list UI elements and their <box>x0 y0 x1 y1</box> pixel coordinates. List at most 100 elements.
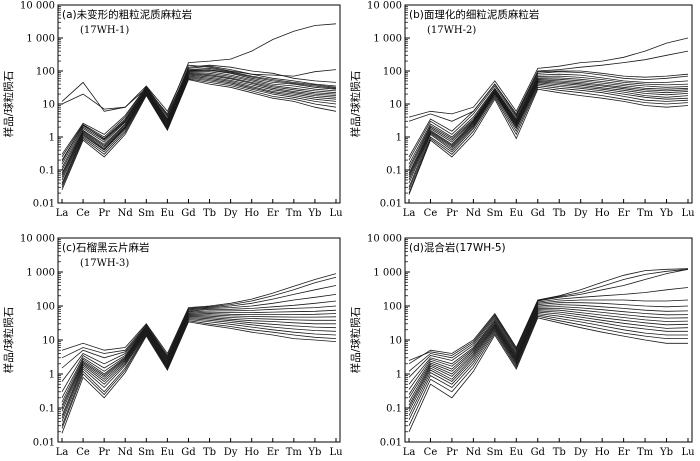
x-tick-label: Nd <box>118 447 134 458</box>
x-tick-label: La <box>56 208 69 219</box>
x-tick-label: Eu <box>509 447 523 458</box>
series-line-16 <box>61 321 337 434</box>
series-line-6 <box>408 304 689 395</box>
x-tick-label: Er <box>267 208 279 219</box>
series-line-3 <box>61 285 337 369</box>
x-tick-label: Yb <box>659 447 673 458</box>
series-line-14 <box>408 315 688 426</box>
x-tick-label: Ce <box>424 208 438 219</box>
series-line-15 <box>61 320 337 429</box>
x-tick-label: Tb <box>553 208 566 219</box>
panel-subtitle: (17WH-1) <box>80 25 129 36</box>
x-tick-label: Lu <box>681 447 695 458</box>
x-tick-label: Sm <box>138 447 155 458</box>
y-tick-label: 0.01 <box>380 438 402 449</box>
y-tick-label: 1 <box>396 370 402 381</box>
series-line-1 <box>408 37 689 118</box>
chart-panel-3: 0.01 0.1 1 10 100 1 000 10 000 La Ce Pr Nd Sm Eu Gd Tb… <box>2 234 343 459</box>
x-tick-label: Er <box>267 447 279 458</box>
series-line-6 <box>61 71 337 168</box>
series-line-4 <box>61 67 337 161</box>
x-tick-label: Pr <box>446 447 458 458</box>
y-tick-label: 10 <box>42 336 55 347</box>
series-line-16 <box>408 268 689 361</box>
x-tick-label: Dy <box>574 447 588 458</box>
x-tick-label: La <box>403 447 416 458</box>
series-line-12 <box>408 83 689 188</box>
series-line-10 <box>61 74 337 178</box>
y-tick-label: 10 000 <box>367 234 402 245</box>
series-line-17 <box>61 69 337 162</box>
series-line-8 <box>408 307 689 403</box>
series-line-11 <box>408 311 689 412</box>
y-tick-label: 0.1 <box>386 404 402 415</box>
series-line-12 <box>408 313 688 416</box>
series-line-11 <box>61 316 336 416</box>
y-axis-title: 样品/球粒陨石 <box>349 307 362 374</box>
series-line-6 <box>408 77 689 171</box>
x-tick-label: Lu <box>329 447 343 458</box>
x-tick-label: Gd <box>531 447 546 458</box>
series-line-5 <box>61 300 337 393</box>
series-line-7 <box>408 78 689 174</box>
series-line-4 <box>408 73 689 165</box>
series-line-11 <box>61 75 337 181</box>
series-line-3 <box>408 287 689 378</box>
x-tick-label: Tb <box>203 447 216 458</box>
series-line-3 <box>408 71 689 161</box>
x-tick-label: Ho <box>244 208 259 219</box>
x-tick-label: Nd <box>118 208 134 219</box>
series-line-2 <box>408 268 689 372</box>
y-tick-label: 1 <box>49 370 55 381</box>
series-line-16 <box>61 64 337 155</box>
x-tick-label: Dy <box>224 447 238 458</box>
chart-panel-2: 0.01 0.1 1 10 100 1 000 10 000 La Ce Pr Nd Sm Eu Gd Tb… <box>349 1 695 220</box>
series-line-13 <box>408 85 689 191</box>
x-tick-label: Dy <box>574 208 588 219</box>
x-tick-label: Er <box>618 208 630 219</box>
series-line-13 <box>61 77 337 186</box>
series-line-14 <box>61 78 337 188</box>
series-line-12 <box>61 76 337 184</box>
y-tick-label: 100 <box>383 302 402 313</box>
x-tick-label: Ce <box>76 208 90 219</box>
series-line-5 <box>408 75 689 168</box>
x-tick-label: Tm <box>286 447 303 458</box>
series-line-15 <box>408 317 688 432</box>
x-tick-label: Eu <box>509 208 523 219</box>
x-tick-label: Tb <box>553 447 566 458</box>
series-line-14 <box>61 319 337 426</box>
x-tick-label: Sm <box>487 208 504 219</box>
x-tick-label: Yb <box>659 208 673 219</box>
y-tick-label: 1 000 <box>373 268 402 279</box>
x-tick-label: Nd <box>466 208 482 219</box>
y-tick-label: 0.1 <box>39 404 55 415</box>
chart-panel-1: 0.01 0.1 1 10 100 1 000 10 000 La Ce Pr Nd Sm Eu Gd Tb… <box>2 1 343 220</box>
x-tick-label: Pr <box>98 208 110 219</box>
series-line-10 <box>408 310 689 409</box>
chart-panel-4: 0.01 0.1 1 10 100 1 000 10 000 La Ce Pr Nd Sm Eu Gd Tb… <box>349 234 695 459</box>
x-tick-label: Sm <box>487 447 504 458</box>
x-tick-label: Pr <box>98 447 110 458</box>
series-line-4 <box>408 299 689 385</box>
y-axis-title: 样品/球粒陨石 <box>2 307 15 374</box>
x-tick-label: Lu <box>329 208 343 219</box>
y-axis-title: 样品/球粒陨石 <box>349 71 362 138</box>
x-tick-label: Eu <box>161 447 175 458</box>
x-tick-label: Ce <box>424 447 438 458</box>
y-tick-label: 10 <box>389 100 402 111</box>
x-tick-label: Dy <box>224 208 238 219</box>
series-line-8 <box>61 72 337 174</box>
series-line-16 <box>408 70 689 158</box>
panel-subtitle: (17WH-3) <box>80 258 129 269</box>
y-tick-label: 0.1 <box>386 166 402 177</box>
x-tick-label: Ho <box>595 208 610 219</box>
x-tick-label: Nd <box>466 447 482 458</box>
y-tick-label: 10 <box>389 336 402 347</box>
x-tick-label: Yb <box>307 208 321 219</box>
y-tick-label: 10 000 <box>367 1 402 12</box>
series-line-14 <box>408 86 689 194</box>
series-line-13 <box>408 314 688 420</box>
series-line-7 <box>61 309 337 403</box>
x-tick-label: La <box>56 447 69 458</box>
